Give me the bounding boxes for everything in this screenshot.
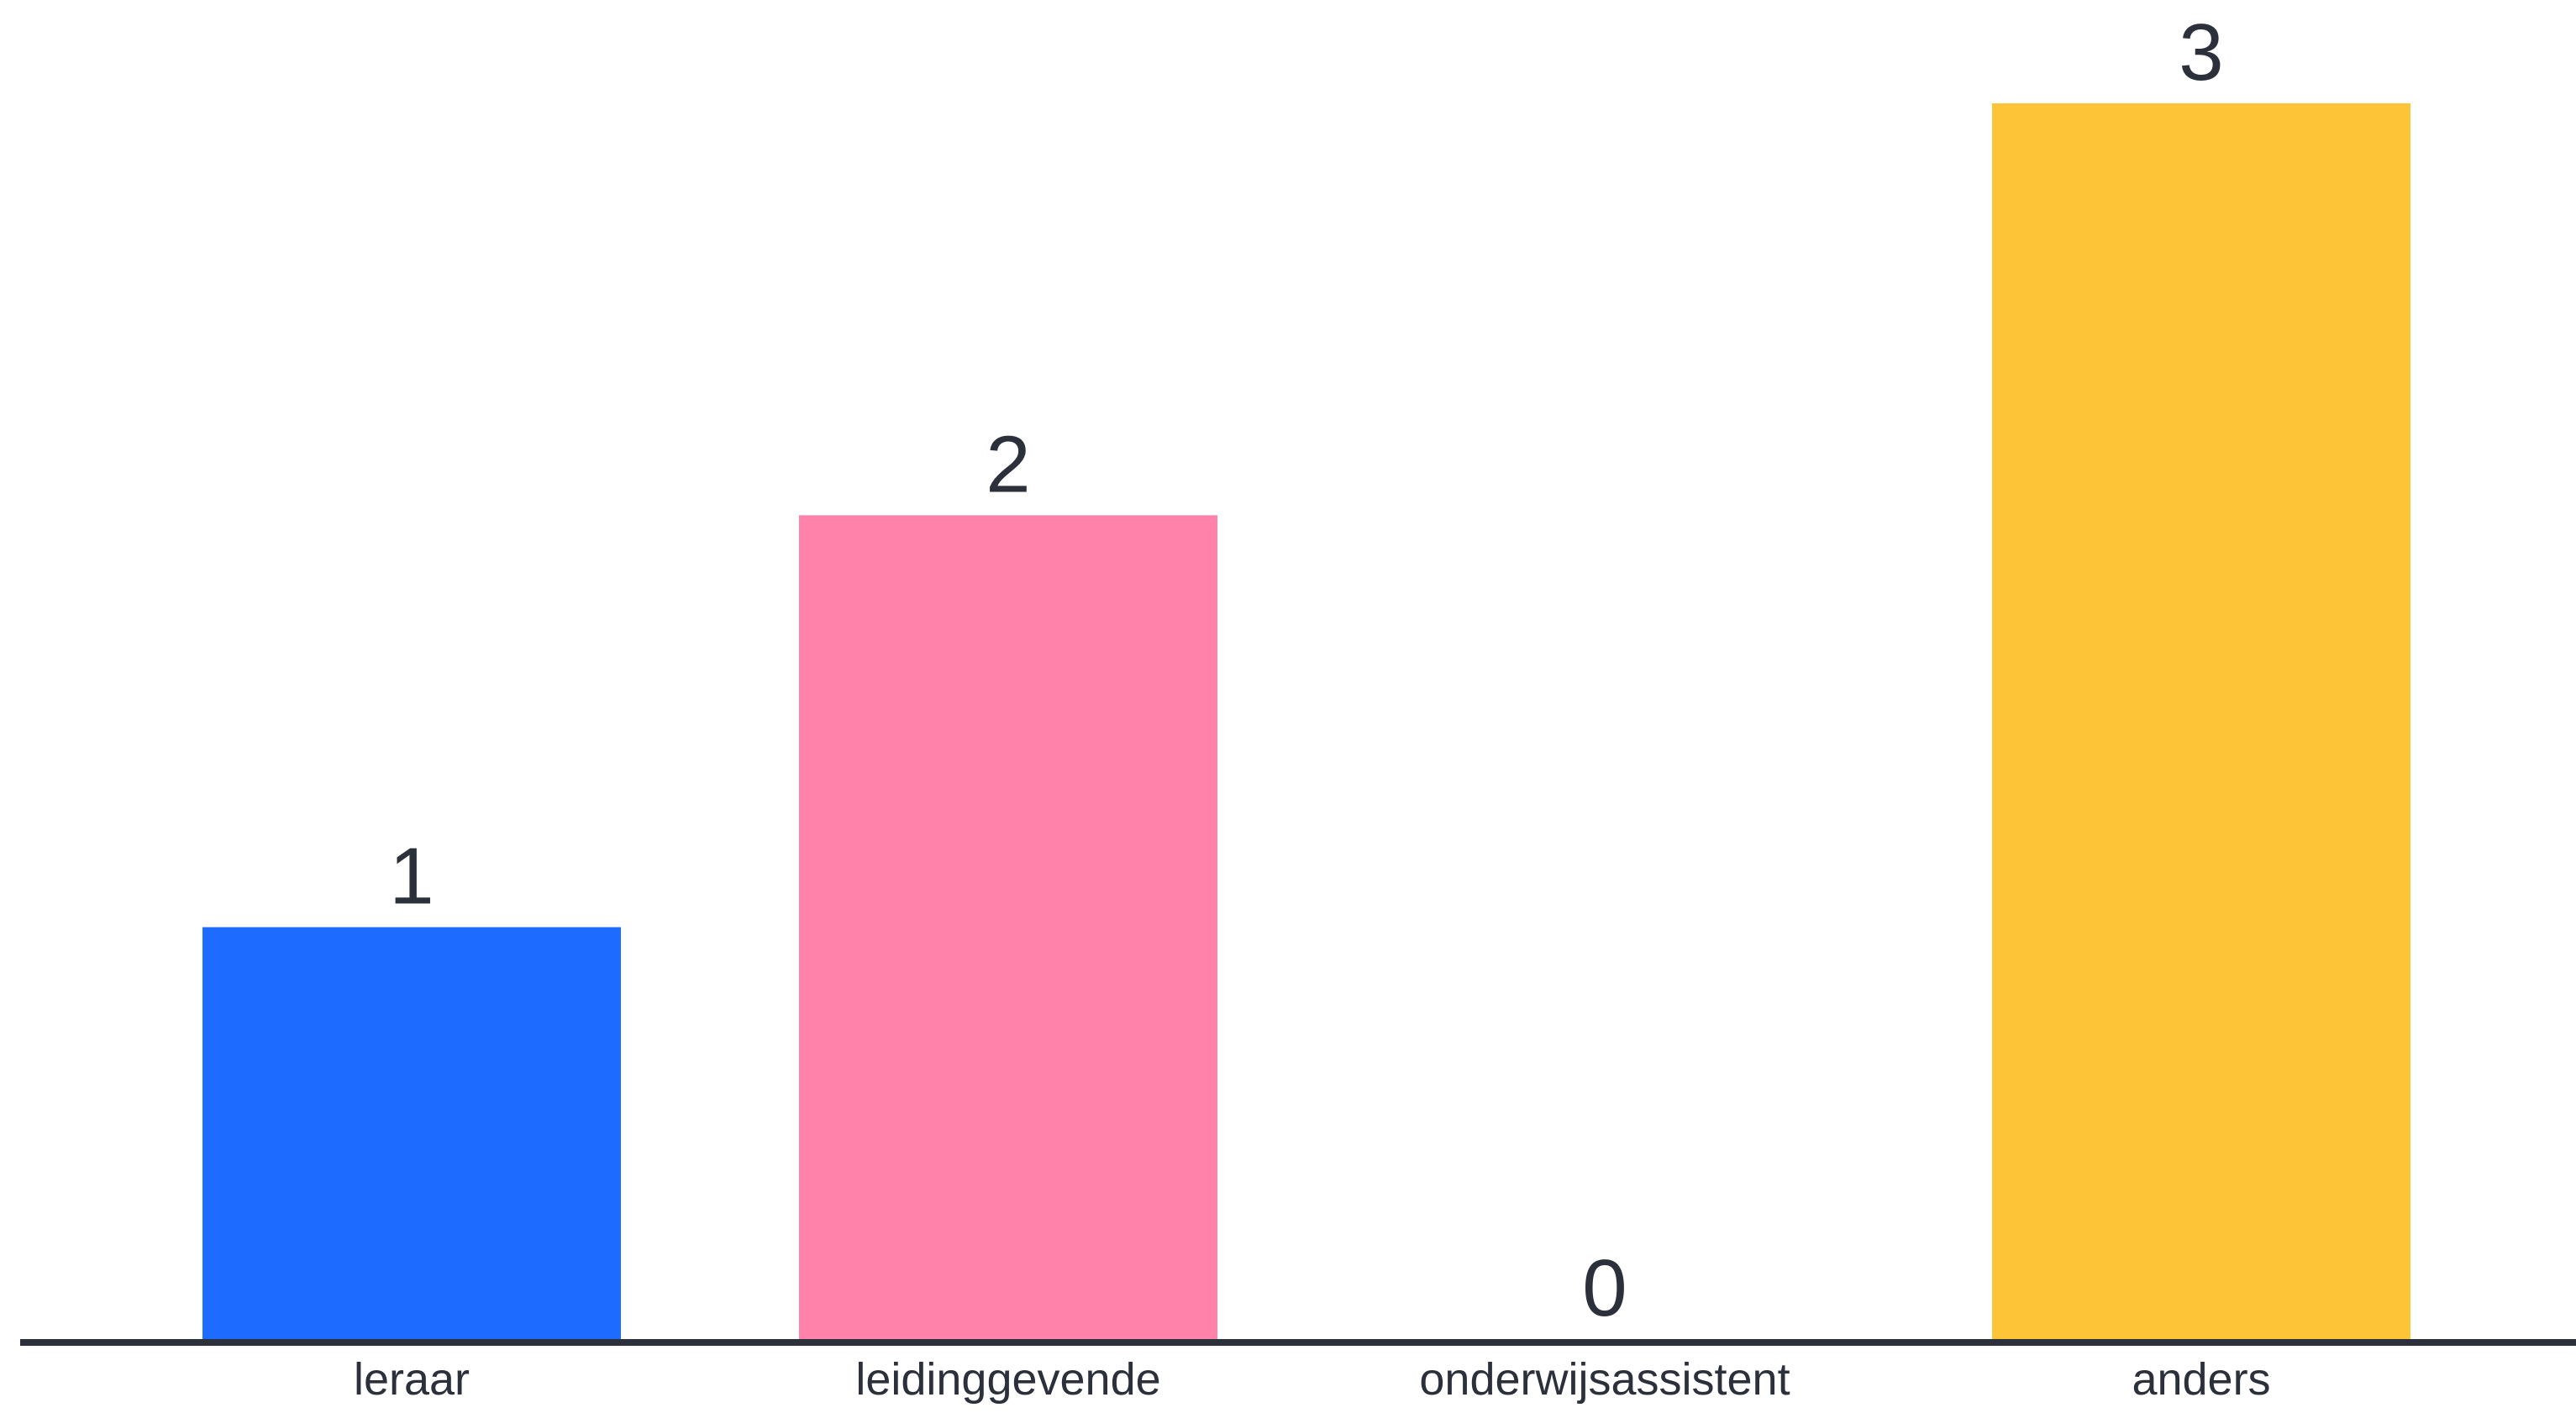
x-tick-label-leraar: leraar <box>354 1354 470 1405</box>
bars-layer <box>202 103 2410 1339</box>
value-label-leraar: 1 <box>389 832 434 922</box>
x-tick-label-leidinggevende: leidinggevende <box>855 1354 1160 1405</box>
bar-leidinggevende <box>799 515 1217 1339</box>
bar-leraar <box>202 927 621 1339</box>
bar-anders <box>1992 103 2410 1339</box>
x-tick-label-onderwijsassistent: onderwijsassistent <box>1419 1354 1790 1405</box>
value-label-onderwijsassistent: 0 <box>1582 1243 1627 1333</box>
value-label-leidinggevende: 2 <box>986 419 1030 509</box>
value-labels-layer: 1 2 0 3 <box>389 8 2223 1333</box>
x-tick-label-anders: anders <box>2132 1354 2270 1405</box>
value-label-anders: 3 <box>2179 8 2223 97</box>
x-tick-labels: leraar leidinggevende onderwijsassistent an… <box>354 1354 2271 1405</box>
